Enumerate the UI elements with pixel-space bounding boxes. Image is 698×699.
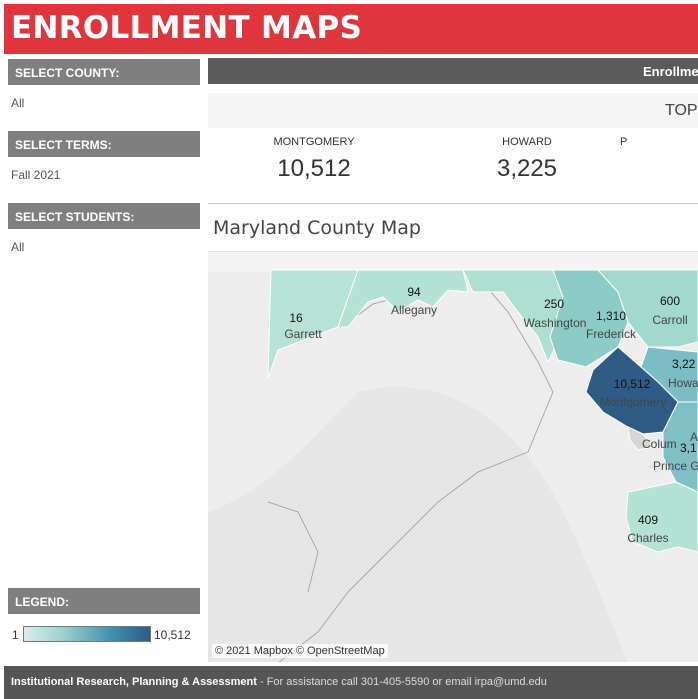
map-label-county: Montgomery (600, 395, 667, 409)
map-label-county: Allegany (391, 303, 437, 317)
map-label-county: Washington (524, 316, 587, 330)
title-bar: ENROLLMENT MAPS (4, 4, 698, 54)
enrollment-section-header: Enrollment (208, 58, 698, 84)
select-terms-value[interactable]: Fall 2021 (11, 168, 61, 182)
select-terms-header: SELECT TERMS: (8, 131, 200, 157)
legend-max-value: 10,512 (154, 628, 191, 642)
top-counties-label: TOP (665, 102, 698, 119)
map-label-value: 409 (638, 513, 658, 527)
map-label-value: 600 (660, 294, 680, 308)
kpi-county-value: 10,512 (277, 155, 351, 182)
district-columbia (627, 426, 654, 451)
terrain-ridge (208, 386, 628, 662)
map-label-value: 16 (289, 311, 303, 325)
map-attribution[interactable]: © 2021 Mapbox © OpenStreetMap (212, 644, 388, 658)
select-students-value[interactable]: All (11, 240, 25, 254)
legend-gradient (23, 626, 151, 642)
map-label-value: 3,22 (672, 357, 696, 371)
kpi-county-value: 3,225 (496, 155, 558, 182)
map-label-value: 94 (407, 285, 421, 299)
select-students-header: SELECT STUDENTS: (8, 203, 200, 229)
map-label-county: Frederick (586, 327, 637, 341)
kpi-divider (208, 203, 698, 204)
map-label-value: 3,1 (680, 441, 697, 455)
map-label-county: Howa (668, 376, 698, 390)
map-label-county: Garrett (284, 327, 322, 341)
top-counties-band: TOP (208, 93, 698, 128)
legend-min-value: 1 (12, 628, 19, 642)
river-line (267, 501, 319, 593)
footer-org: Institutional Research, Planning & Asses… (11, 676, 257, 688)
maryland-county-map[interactable]: 16 Garrett 94 Allegany 250 Washington 1,… (208, 251, 698, 662)
map-label-county: Charles (627, 531, 668, 545)
map-label-county: Prince G (653, 459, 698, 473)
map-label-county: A (690, 430, 698, 444)
select-county-value[interactable]: All (11, 96, 25, 110)
map-title: Maryland County Map (213, 217, 421, 239)
map-label-value: 250 (544, 297, 564, 311)
county-charles[interactable] (625, 481, 698, 553)
map-label-county: Carroll (652, 313, 687, 327)
map-svg: 16 Garrett 94 Allegany 250 Washington 1,… (208, 269, 698, 662)
select-county-header: SELECT COUNTY: (8, 59, 200, 85)
footer: Institutional Research, Planning & Asses… (4, 666, 698, 699)
county-allegany[interactable] (337, 269, 469, 328)
map-label-value: 10,512 (614, 377, 651, 391)
county-carroll[interactable] (596, 269, 698, 348)
kpi-county-name: MONTGOMERY (273, 136, 355, 148)
kpi-county-name-partial: P (620, 136, 628, 148)
county-garrett[interactable] (267, 269, 359, 379)
map-label-county: Colum (642, 437, 677, 451)
map-label-value: 1,310 (596, 309, 626, 323)
page-title: ENROLLMENT MAPS (11, 10, 363, 46)
footer-assistance: - For assistance call 301-405-5590 or em… (256, 676, 547, 688)
kpi-county-name: HOWARD (502, 136, 552, 148)
legend-header: LEGEND: (8, 588, 200, 614)
